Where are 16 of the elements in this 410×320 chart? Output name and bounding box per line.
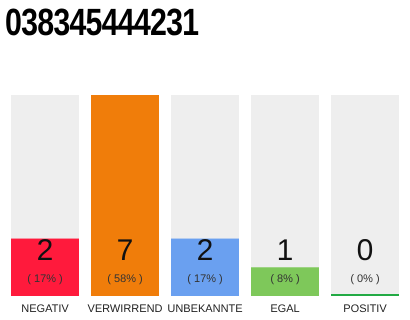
annotation: ( 8% )	[270, 273, 300, 285]
x-tick-label: NEGATIV	[21, 302, 70, 315]
data-label: 7	[116, 234, 134, 267]
x-tick-label: UNBEKANNTE	[167, 302, 243, 315]
x-tick-label: POSITIV	[343, 302, 388, 315]
data-label: 0	[356, 234, 374, 267]
annotation: ( 17% )	[27, 273, 63, 285]
x-tick-label: EGAL	[270, 302, 300, 315]
data-label: 2	[196, 234, 214, 267]
annotation: ( 0% )	[350, 273, 380, 285]
annotation: ( 58% )	[107, 273, 143, 285]
data-label: 1	[276, 234, 294, 267]
annotation: ( 17% )	[187, 273, 223, 285]
data-label: 2	[36, 234, 54, 267]
chart-title: 038345444231	[5, 2, 198, 45]
x-tick-label: VERWIRREND	[88, 302, 163, 315]
